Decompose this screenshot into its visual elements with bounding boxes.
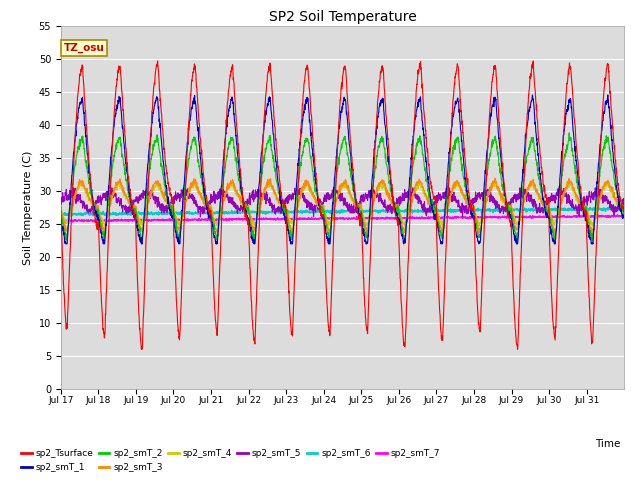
Y-axis label: Soil Temperature (C): Soil Temperature (C) — [23, 150, 33, 265]
Legend: sp2_Tsurface, sp2_smT_1, sp2_smT_2, sp2_smT_3, sp2_smT_4, sp2_smT_5, sp2_smT_6, : sp2_Tsurface, sp2_smT_1, sp2_smT_2, sp2_… — [17, 446, 444, 476]
Text: TZ_osu: TZ_osu — [63, 43, 104, 53]
Text: Time: Time — [595, 439, 621, 449]
Title: SP2 Soil Temperature: SP2 Soil Temperature — [269, 10, 416, 24]
